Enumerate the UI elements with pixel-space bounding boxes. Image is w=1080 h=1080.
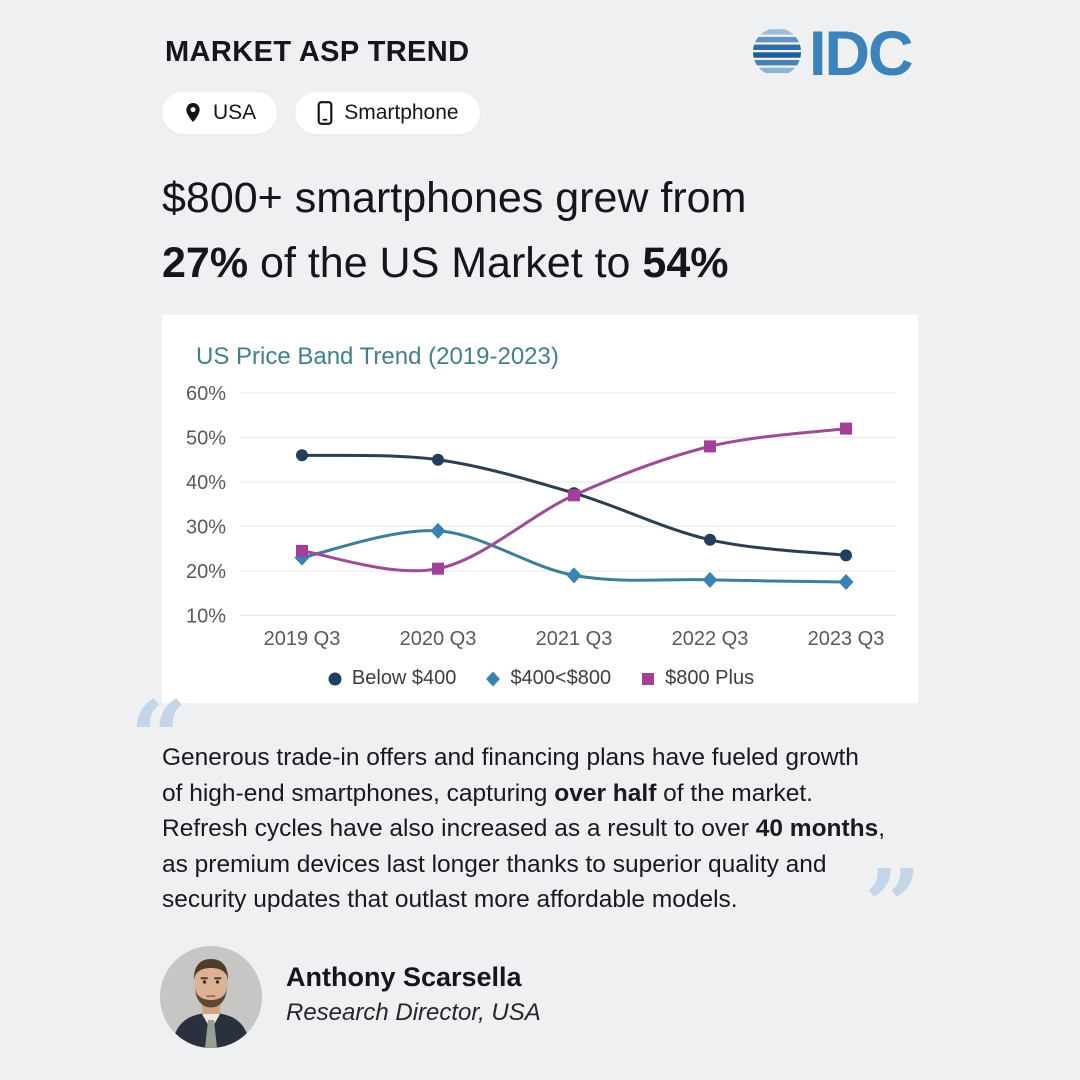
chart-legend: Below $400 $400<$800 $800 Plus bbox=[162, 667, 918, 690]
data-point bbox=[840, 549, 852, 562]
chart-title: US Price Band Trend (2019-2023) bbox=[196, 343, 559, 370]
quote-line: security updates that outlast more affor… bbox=[162, 886, 738, 914]
headline-line: $800+ smartphones grew from bbox=[162, 174, 747, 222]
quote-line: of high-end smartphones, capturing over … bbox=[162, 779, 813, 807]
legend-label: Below $400 bbox=[351, 667, 457, 689]
data-point bbox=[704, 440, 716, 453]
data-point bbox=[432, 453, 444, 466]
tag-smartphone-label: Smartphone bbox=[344, 101, 459, 124]
avatar-portrait bbox=[160, 946, 262, 1048]
close-quote-icon: ” bbox=[864, 847, 922, 965]
x-axis-tick: 2021 Q3 bbox=[536, 628, 613, 650]
page-title: MARKET ASP TREND bbox=[165, 36, 470, 68]
legend-item: Below $400 bbox=[326, 667, 457, 690]
y-axis-tick: 10% bbox=[186, 605, 226, 627]
smartphone-icon bbox=[316, 100, 334, 126]
quote-line: Refresh cycles have also increased as a … bbox=[162, 815, 886, 843]
idc-logo-text: IDC bbox=[809, 26, 912, 78]
headline: $800+ smartphones grew from 27% of the US… bbox=[162, 166, 746, 296]
x-axis-tick: 2022 Q3 bbox=[672, 628, 749, 650]
x-axis-tick: 2019 Q3 bbox=[264, 628, 341, 650]
price-band-chart: 60% 50% 40% 30% 20% 10% 2019 Q3 2020 Q3 2021 Q3 2… bbox=[162, 375, 918, 653]
y-axis-tick: 50% bbox=[186, 427, 226, 449]
y-axis-tick: 60% bbox=[186, 383, 226, 405]
quote-line: as premium devices last longer thanks to… bbox=[162, 850, 827, 878]
legend-label: $400<$800 bbox=[510, 667, 612, 689]
data-point bbox=[296, 544, 308, 557]
data-point bbox=[432, 562, 444, 575]
idc-globe-icon bbox=[753, 29, 801, 74]
y-axis-tick: 30% bbox=[186, 516, 226, 538]
data-point bbox=[566, 567, 582, 584]
legend-circle-icon bbox=[328, 672, 342, 685]
legend-label: $800 Plus bbox=[665, 667, 755, 689]
tag-smartphone[interactable]: Smartphone bbox=[295, 92, 480, 134]
data-point bbox=[296, 449, 308, 462]
author-role: Research Director, USA bbox=[286, 999, 541, 1026]
x-axis-tick: 2023 Q3 bbox=[808, 628, 885, 650]
legend-diamond-icon bbox=[486, 671, 501, 686]
data-point bbox=[702, 571, 718, 588]
legend-item: $400<$800 bbox=[484, 667, 611, 690]
author-name: Anthony Scarsella bbox=[286, 962, 522, 992]
idc-logo: IDC bbox=[752, 19, 922, 89]
tag-row: USA Smartphone bbox=[162, 92, 480, 134]
x-axis-tick: 2020 Q3 bbox=[400, 628, 477, 650]
quote-text: Generous trade-in offers and financing p… bbox=[162, 740, 885, 918]
idc-logo-graphic: IDC bbox=[753, 19, 914, 89]
author-avatar bbox=[160, 946, 262, 1048]
data-point bbox=[430, 522, 446, 539]
quote-line: Generous trade-in offers and financing p… bbox=[162, 744, 859, 771]
series-line-0 bbox=[300, 453, 848, 557]
open-quote-icon: “ bbox=[130, 679, 188, 797]
y-axis-tick: 20% bbox=[186, 561, 226, 583]
data-point bbox=[840, 422, 852, 435]
data-point bbox=[838, 574, 854, 591]
y-axis-tick: 40% bbox=[186, 472, 226, 494]
legend-square-icon bbox=[642, 672, 655, 685]
data-point bbox=[704, 533, 716, 546]
chart-card: US Price Band Trend (2019-2023) 60% 50% 40… bbox=[162, 315, 918, 703]
location-pin-icon bbox=[183, 102, 203, 124]
data-point bbox=[568, 489, 580, 502]
tag-usa[interactable]: USA bbox=[162, 92, 278, 134]
legend-item: $800 Plus bbox=[639, 667, 754, 690]
tag-usa-label: USA bbox=[213, 101, 257, 124]
headline-line: 27% of the US Market to 54% bbox=[162, 239, 729, 287]
data-point bbox=[294, 549, 310, 566]
